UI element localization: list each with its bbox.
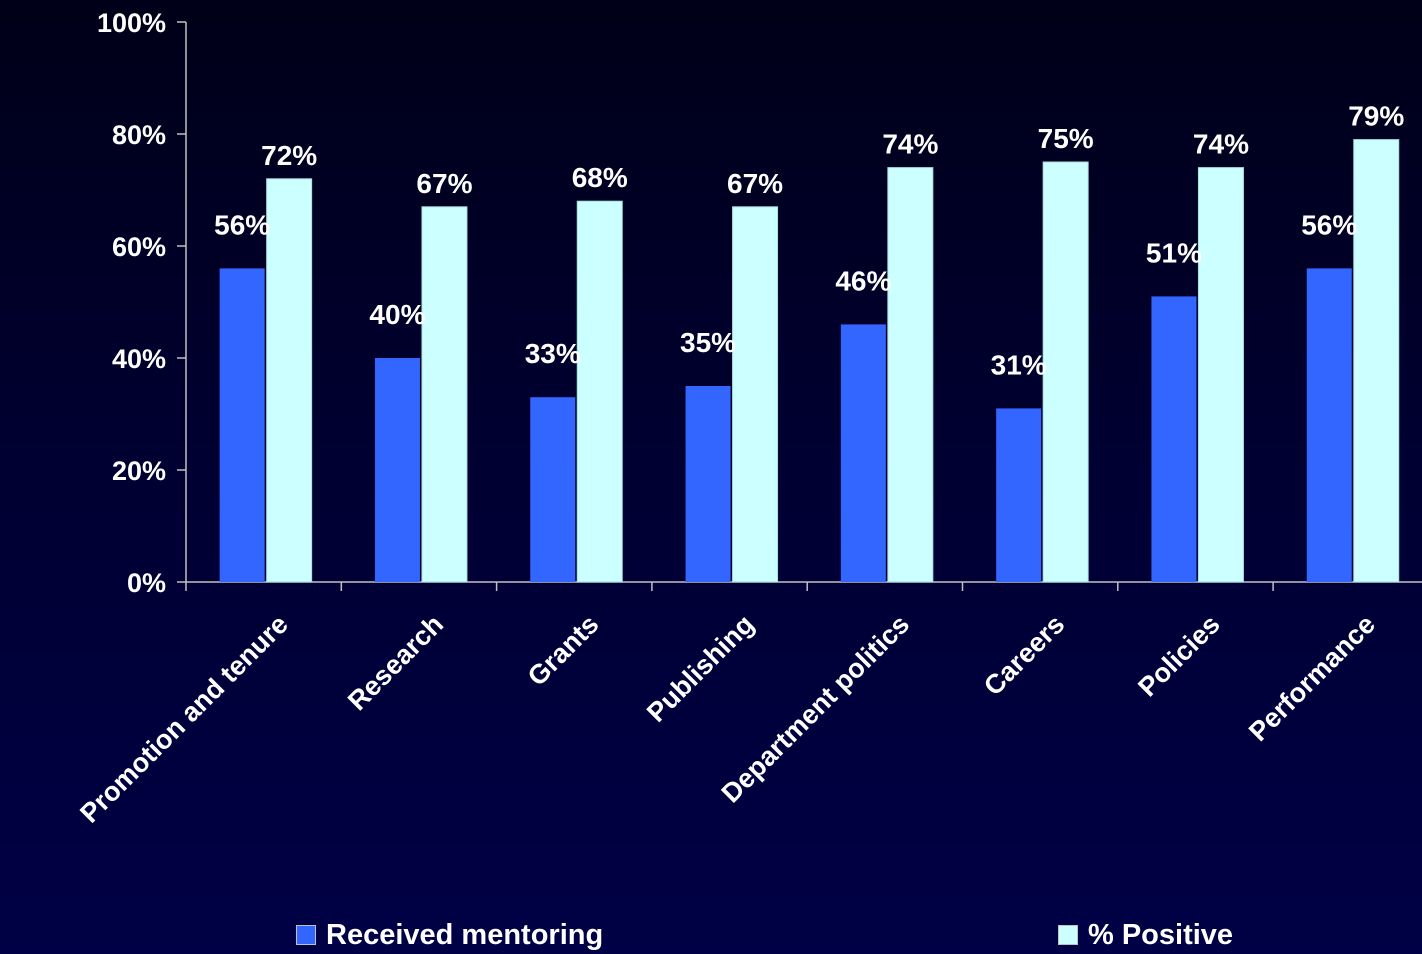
- bar-received-mentoring: [530, 397, 576, 582]
- legend-swatch-received-mentoring: [296, 925, 316, 945]
- data-label-received-mentoring: 33%: [525, 338, 581, 369]
- x-category-label: Promotion and tenure: [74, 609, 294, 829]
- chart-bars: [219, 139, 1400, 583]
- data-label-positive: 79%: [1348, 101, 1404, 132]
- x-category-label: Publishing: [641, 609, 760, 728]
- y-tick-label: 20%: [112, 456, 166, 486]
- data-label-positive: 74%: [882, 129, 938, 160]
- data-label-received-mentoring: 51%: [1146, 237, 1202, 268]
- data-label-positive: 74%: [1193, 129, 1249, 160]
- chart-data-labels: 56% 72% 40% 67% 33% 68% 35% 67% 46% 74% 31% 75% 51% 7…: [214, 101, 1404, 381]
- data-label-received-mentoring: 31%: [991, 349, 1047, 380]
- legend-item-positive: % Positive: [1058, 918, 1233, 952]
- data-label-received-mentoring: 56%: [214, 209, 270, 240]
- y-tick-label: 60%: [112, 232, 166, 262]
- bar-positive: [266, 178, 313, 583]
- x-category-label: Research: [342, 609, 449, 716]
- data-label-positive: 67%: [416, 168, 472, 199]
- data-label-positive: 72%: [261, 140, 317, 171]
- bar-received-mentoring: [1151, 296, 1197, 582]
- bar-positive: [421, 206, 468, 583]
- data-label-positive: 68%: [572, 162, 628, 193]
- data-label-received-mentoring: 56%: [1301, 209, 1357, 240]
- data-label-received-mentoring: 40%: [369, 299, 425, 330]
- legend-label-received-mentoring: Received mentoring: [326, 918, 604, 951]
- y-tick-label: 40%: [112, 344, 166, 374]
- bar-positive: [1353, 139, 1400, 583]
- data-label-positive: 75%: [1038, 123, 1094, 154]
- bar-received-mentoring: [996, 408, 1042, 582]
- bar-positive: [1042, 161, 1089, 583]
- legend-label-positive: % Positive: [1088, 918, 1234, 951]
- y-tick-label: 0%: [127, 568, 166, 598]
- bar-received-mentoring: [840, 324, 886, 582]
- bar-received-mentoring: [219, 268, 265, 582]
- bar-received-mentoring: [374, 358, 420, 582]
- x-category-label: Grants: [522, 609, 605, 692]
- legend-swatch-positive: [1058, 925, 1078, 945]
- bar-positive: [732, 206, 779, 583]
- bar-received-mentoring: [685, 386, 731, 582]
- x-category-label: Performance: [1243, 609, 1381, 747]
- legend-item-received-mentoring: Received mentoring: [296, 918, 603, 952]
- data-label-received-mentoring: 46%: [835, 265, 891, 296]
- bar-positive: [576, 200, 623, 583]
- data-label-positive: 67%: [727, 168, 783, 199]
- x-category-label: Careers: [978, 609, 1070, 701]
- bar-positive: [887, 167, 934, 583]
- data-label-received-mentoring: 35%: [680, 327, 736, 358]
- bar-received-mentoring: [1306, 268, 1352, 582]
- bar-positive: [1197, 167, 1244, 583]
- y-tick-label: 80%: [112, 120, 166, 150]
- x-category-label: Policies: [1132, 609, 1225, 702]
- y-tick-label: 100%: [97, 8, 166, 38]
